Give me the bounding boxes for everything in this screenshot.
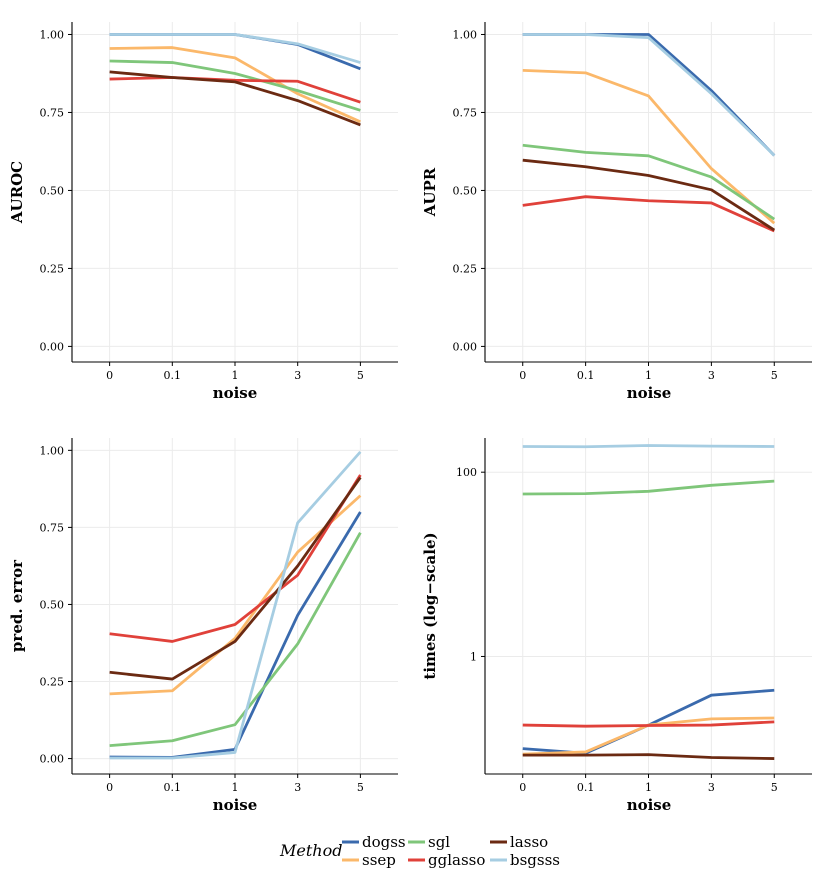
x-tick-label: 5 — [771, 369, 778, 382]
series-line-sgl — [109, 531, 362, 748]
y-axis-title: times (log−scale) — [421, 532, 439, 679]
x-tick-label: 0.1 — [164, 369, 182, 382]
x-tick-label: 1 — [232, 369, 239, 382]
legend-label-sgl: sgl — [428, 833, 450, 851]
series-line-bsgsss — [522, 33, 776, 157]
series-line-lasso — [109, 476, 362, 681]
x-tick-label: 0.1 — [164, 781, 182, 794]
y-tick-label: 0.25 — [40, 676, 65, 689]
y-tick-label: 0.00 — [40, 340, 65, 353]
auroc-panel: 0 0.1 1 3 5 0.00 0.25 0.50 0.75 1.00 noise AUROC — [8, 22, 398, 402]
legend: Method dogss sgl lasso ssep gglasso bsgsss — [279, 833, 560, 869]
legend-label-bsgsss: bsgsss — [510, 851, 560, 869]
x-tick-label: 3 — [294, 369, 301, 382]
y-axis-title: pred. error — [8, 559, 26, 652]
y-tick-label: 0.50 — [40, 184, 65, 197]
x-axis-title: noise — [213, 796, 258, 814]
legend-label-ssep: ssep — [362, 851, 396, 869]
aupr-panel: 0 0.1 1 3 5 0.00 0.25 0.50 0.75 1.00 noise AUPR — [421, 22, 812, 402]
series-line-gglasso — [522, 720, 775, 728]
series-line-gglasso — [109, 474, 362, 643]
y-tick-label: 0.75 — [40, 521, 65, 534]
series-line-ssep — [109, 494, 362, 696]
y-tick-label: 1.00 — [40, 28, 65, 41]
series-line-lasso — [522, 158, 776, 232]
series-line-ssep — [109, 46, 361, 124]
x-tick-label: 5 — [357, 369, 364, 382]
x-tick-label: 1 — [232, 781, 239, 794]
x-tick-label: 1 — [645, 781, 652, 794]
x-tick-label: 5 — [357, 781, 364, 794]
x-tick-label: 3 — [708, 369, 715, 382]
x-tick-label: 5 — [771, 781, 778, 794]
y-axis-title: AUPR — [421, 167, 439, 217]
y-tick-label: 0.75 — [40, 106, 65, 119]
legend-label-gglasso: gglasso — [428, 851, 485, 869]
series-line-bsgsss — [522, 444, 775, 449]
y-tick-label: 1 — [470, 650, 477, 663]
series-line-lasso — [109, 70, 361, 127]
y-axis-title: AUROC — [8, 161, 26, 224]
series-line-sgl — [109, 59, 361, 112]
series-line-sgl — [522, 143, 776, 221]
x-axis-title: noise — [627, 384, 672, 402]
x-tick-label: 0 — [519, 781, 526, 794]
x-tick-label: 1 — [645, 369, 652, 382]
x-tick-label: 3 — [708, 781, 715, 794]
x-tick-label: 0.1 — [577, 369, 595, 382]
y-tick-label: 1.00 — [40, 444, 65, 457]
x-tick-label: 3 — [294, 781, 301, 794]
series-line-gglasso — [109, 76, 361, 104]
y-tick-label: 0.50 — [40, 598, 65, 611]
x-axis-title: noise — [213, 384, 258, 402]
legend-title: Method — [279, 841, 342, 860]
y-tick-label: 1.00 — [453, 28, 478, 41]
series-line-ssep — [522, 68, 776, 225]
y-tick-label: 0.00 — [453, 340, 478, 353]
series-line-bsgsss — [109, 450, 362, 760]
series-line-gglasso — [522, 195, 775, 233]
x-tick-label: 0.1 — [577, 781, 595, 794]
times-panel: 0 0.1 1 3 5 1 100 noise times (log−scale) — [421, 438, 812, 814]
legend-label-dogss: dogss — [362, 833, 406, 851]
y-tick-label: 0.00 — [40, 753, 65, 766]
y-tick-label: 0.50 — [453, 184, 478, 197]
y-tick-label: 0.75 — [453, 106, 478, 119]
series-line-bsgsss — [109, 33, 361, 64]
y-tick-label: 0.25 — [40, 262, 65, 275]
x-tick-label: 0 — [106, 781, 113, 794]
legend-label-lasso: lasso — [510, 833, 548, 851]
x-axis-title: noise — [627, 796, 672, 814]
series-line-lasso — [522, 753, 775, 760]
pred-error-panel: 0 0.1 1 3 5 0.00 0.25 0.50 0.75 1.00 noise pred. er… — [8, 438, 398, 814]
y-tick-label: 0.25 — [453, 262, 478, 275]
x-tick-label: 0 — [519, 369, 526, 382]
y-tick-label: 100 — [456, 466, 477, 479]
series-line-sgl — [522, 479, 775, 496]
x-tick-label: 0 — [106, 369, 113, 382]
